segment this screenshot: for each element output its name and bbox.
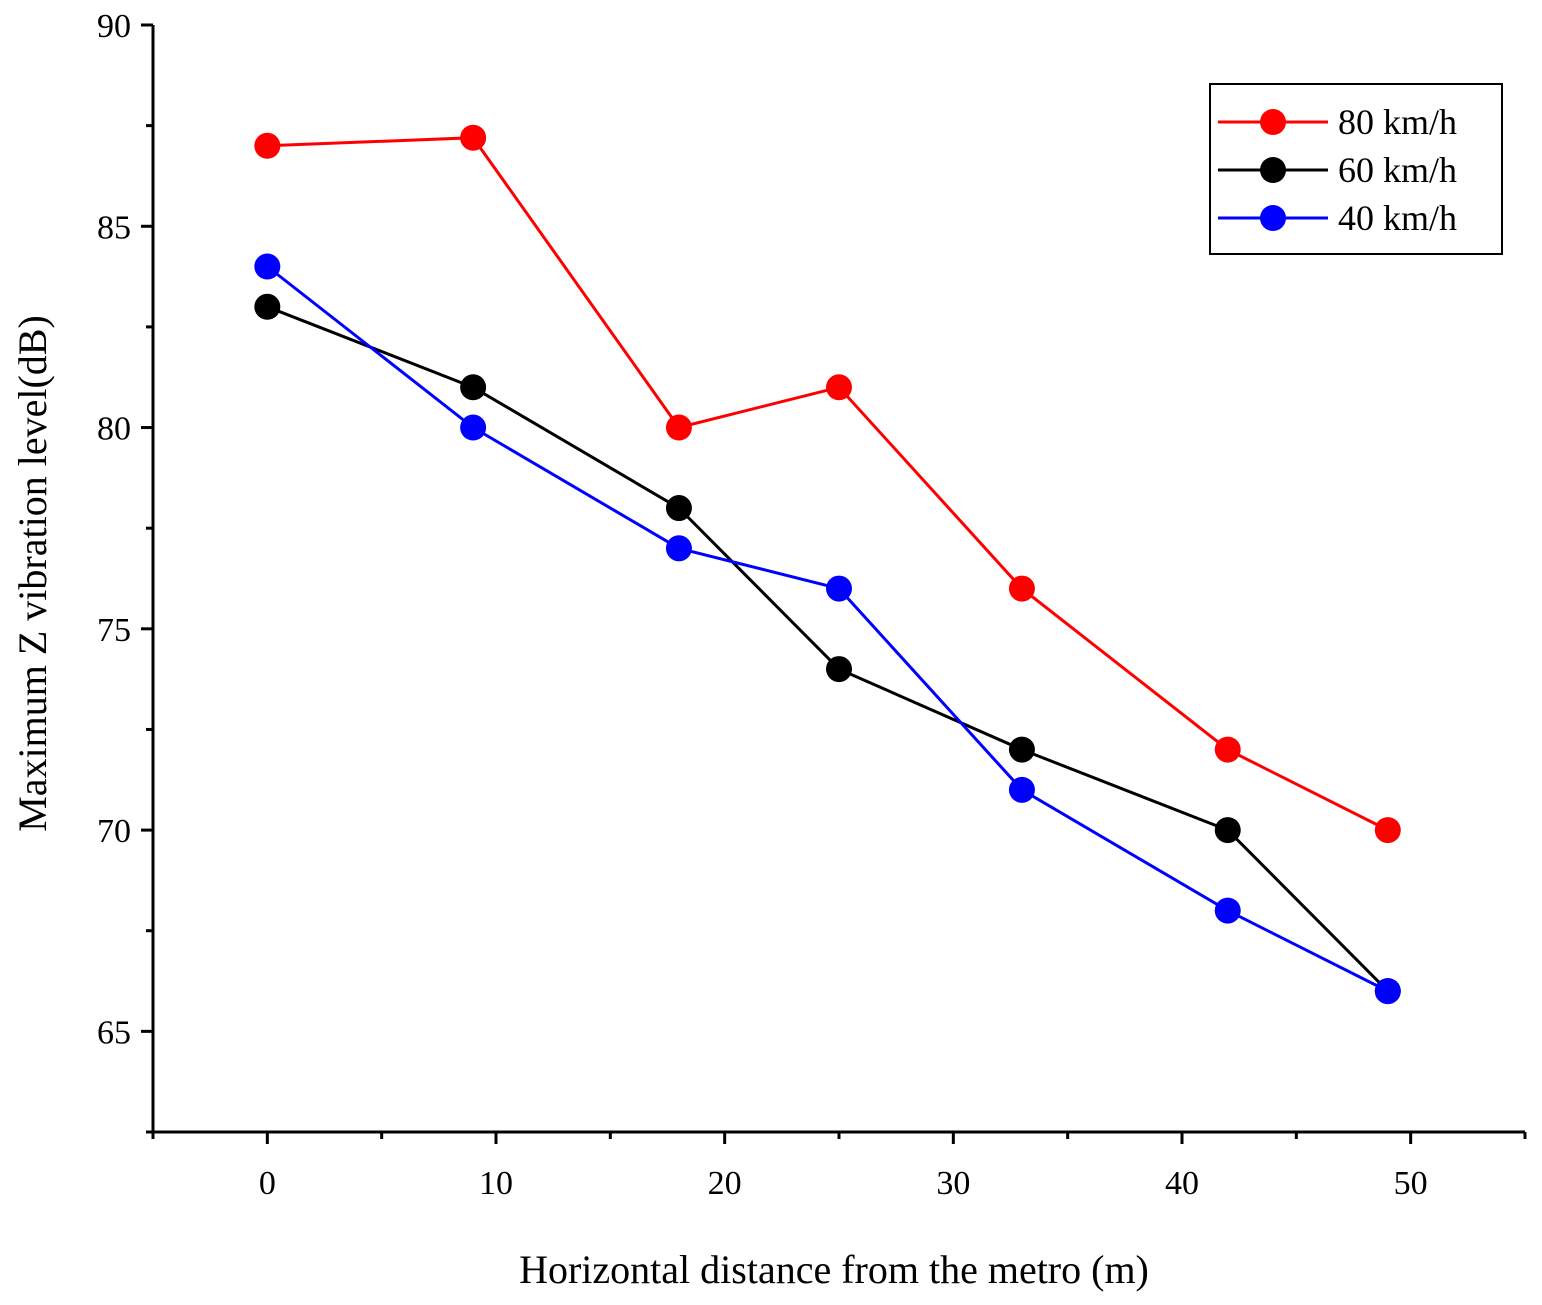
x-tick-label: 20 xyxy=(708,1165,742,1202)
data-point-60-km-h xyxy=(460,374,487,401)
y-tick-label: 90 xyxy=(97,8,131,45)
y-tick-label: 65 xyxy=(97,1014,131,1051)
legend-label-60-km-h: 60 km/h xyxy=(1338,150,1457,190)
data-point-60-km-h xyxy=(665,495,692,522)
data-point-60-km-h xyxy=(826,656,852,683)
data-point-80-km-h xyxy=(1214,736,1241,763)
data-point-80-km-h xyxy=(1374,817,1401,844)
series-line-40-km-h xyxy=(266,265,1389,993)
data-point-80-km-h xyxy=(254,132,281,159)
legend: 80 km/h 60 km/h 40 km/h xyxy=(1209,83,1503,255)
data-point-40-km-h xyxy=(826,575,852,602)
legend-label-80-km-h: 80 km/h xyxy=(1338,102,1457,142)
x-tick-label: 50 xyxy=(1394,1165,1428,1202)
x-tick-label: 10 xyxy=(479,1165,513,1202)
data-point-80-km-h xyxy=(1008,575,1035,602)
axes: 0 10 20 30 40 50 65 70 75 80 85 90 xyxy=(97,8,1527,1202)
data-point-80-km-h xyxy=(826,374,852,401)
legend-marker-60-km-h xyxy=(1260,157,1286,183)
series-line-60-km-h xyxy=(266,305,1389,993)
data-point-40-km-h xyxy=(665,535,692,562)
x-tick-label: 40 xyxy=(1165,1165,1199,1202)
data-point-60-km-h xyxy=(254,293,281,320)
data-point-80-km-h xyxy=(665,414,692,441)
y-axis-title: Maximum Z vibration level(dB) xyxy=(10,315,55,832)
y-tick-label: 80 xyxy=(97,411,131,448)
y-tick-label: 75 xyxy=(97,612,131,649)
data-point-40-km-h xyxy=(254,253,281,280)
x-tick-label: 0 xyxy=(259,1165,276,1202)
x-axis-title: Horizontal distance from the metro (m) xyxy=(519,1247,1149,1292)
data-point-60-km-h xyxy=(1214,817,1241,844)
series-group xyxy=(254,124,1401,1005)
y-tick-label: 85 xyxy=(97,209,131,246)
legend-label-40-km-h: 40 km/h xyxy=(1338,198,1457,238)
data-point-80-km-h xyxy=(460,124,487,151)
x-tick-label: 30 xyxy=(936,1165,970,1202)
legend-marker-80-km-h xyxy=(1260,109,1286,135)
data-point-40-km-h xyxy=(460,414,487,441)
y-tick-label: 70 xyxy=(97,813,131,850)
data-point-40-km-h xyxy=(1008,776,1035,803)
data-point-40-km-h xyxy=(1214,897,1241,924)
data-point-60-km-h xyxy=(1008,736,1035,763)
legend-marker-40-km-h xyxy=(1260,205,1286,231)
data-point-40-km-h xyxy=(1374,978,1401,1005)
